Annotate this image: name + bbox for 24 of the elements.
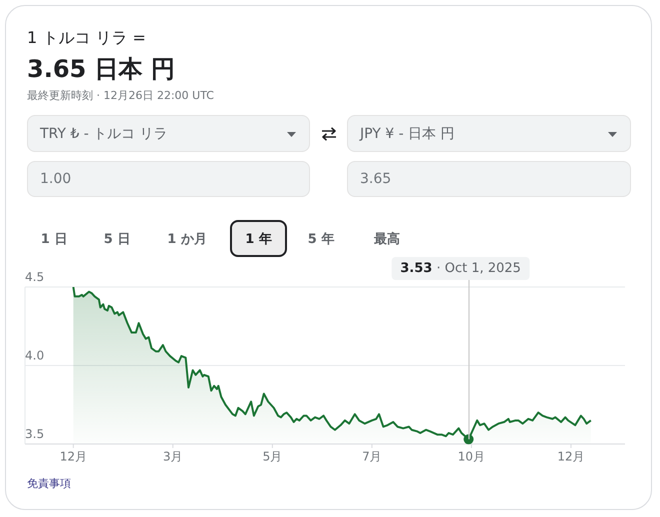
text: 5 日 [104,230,130,248]
amount-field: 3.65 [347,161,631,197]
text: 最高 [374,230,400,248]
chart-title: 1 トルコ リラ = [27,28,146,47]
text: 最終更新時刻 · 12月26日 22:00 UTC [27,89,214,102]
selected-range-button: 1 年 [230,220,287,257]
text: 1 日 [40,230,68,248]
currency-dropdown: JPY ¥ - 日本 円 [347,115,631,152]
x-tick-label: 5月 [262,450,282,464]
x-tick-label: 7月 [362,450,382,464]
text: 1 か月 [167,230,207,248]
x-tick-label: 12月 [557,450,585,464]
amount-field: 1.00 [27,161,310,197]
annotation: 3.53 · Oct 1, 2025 [400,261,521,276]
y-tick-label: 4.0 [25,348,44,362]
currency-dropdown: TRY ₺ - トルコ リラ [27,115,310,152]
y-tick-label: 3.5 [25,427,44,441]
text: 5 年 [308,230,334,248]
chart-subtitle: 3.65 日本 円 [27,55,175,83]
x-tick-label: 10月 [458,450,486,464]
x-tick-label: 12月 [60,450,87,464]
text: 免責事項 [27,477,71,490]
y-tick-label: 4.5 [25,270,44,284]
x-tick-label: 3月 [163,450,183,464]
